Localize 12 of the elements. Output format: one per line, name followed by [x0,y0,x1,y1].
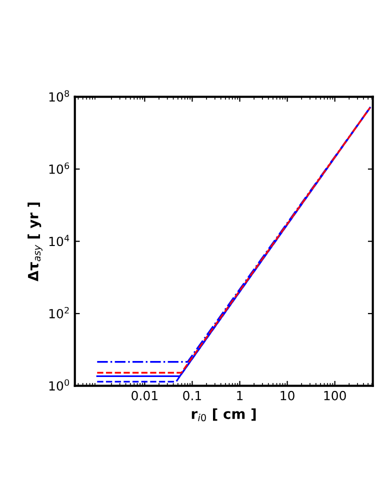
y-tick-label: 10$^{8}$ [49,90,70,102]
x-tick-label: 10 [280,390,294,400]
y-tick-label: 10$^{2}$ [49,306,69,318]
x-tick-label: 1 [237,391,243,400]
y-tick-label: 10$^{4}$ [49,234,70,246]
x-axis-title: r$_{i0}$ [ cm ] [192,408,256,422]
y-tick-label: 10$^{6}$ [49,162,70,174]
x-tick-label: 100 [324,390,346,400]
y-tick-label: 10$^{0}$ [49,379,70,391]
y-axis-title: Δτ$_{asy}$ [ yr ] [28,202,42,282]
x-tick-label: 0.01 [132,390,158,400]
x-tick-label: 0.1 [183,390,202,400]
